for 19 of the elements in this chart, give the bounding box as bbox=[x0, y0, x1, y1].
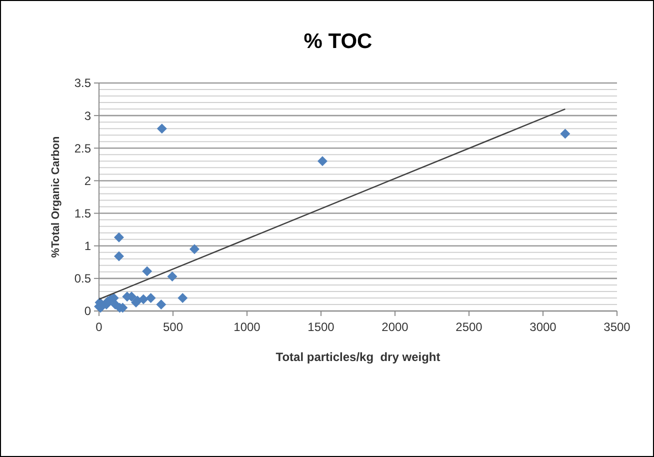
x-tick-label: 1500 bbox=[308, 320, 335, 334]
y-tick-label: 1 bbox=[84, 239, 92, 254]
y-tick-label: 0 bbox=[84, 304, 92, 318]
y-tick-label: 3.5 bbox=[74, 76, 92, 90]
x-axis-title: Total particles/kg dry weight bbox=[276, 350, 440, 364]
y-tick-label: 2.5 bbox=[74, 141, 92, 156]
x-tick-label: 3000 bbox=[530, 320, 557, 334]
y-tick-label: 1.5 bbox=[74, 206, 92, 220]
chart-title: % TOC bbox=[304, 30, 372, 53]
y-axis-title: %Total Organic Carbon bbox=[50, 136, 62, 258]
y-tick-label: 3 bbox=[84, 108, 92, 123]
y-tick-label: 0.5 bbox=[74, 272, 92, 286]
x-tick-label: 2500 bbox=[456, 320, 483, 334]
x-tick-label: 1000 bbox=[234, 320, 261, 334]
y-tick-label: 2 bbox=[84, 174, 92, 188]
x-tick-label: 3500 bbox=[604, 320, 631, 334]
x-tick-label: 2000 bbox=[382, 320, 409, 334]
x-tick-label: 500 bbox=[162, 320, 184, 334]
x-tick-label: 0 bbox=[96, 320, 103, 334]
